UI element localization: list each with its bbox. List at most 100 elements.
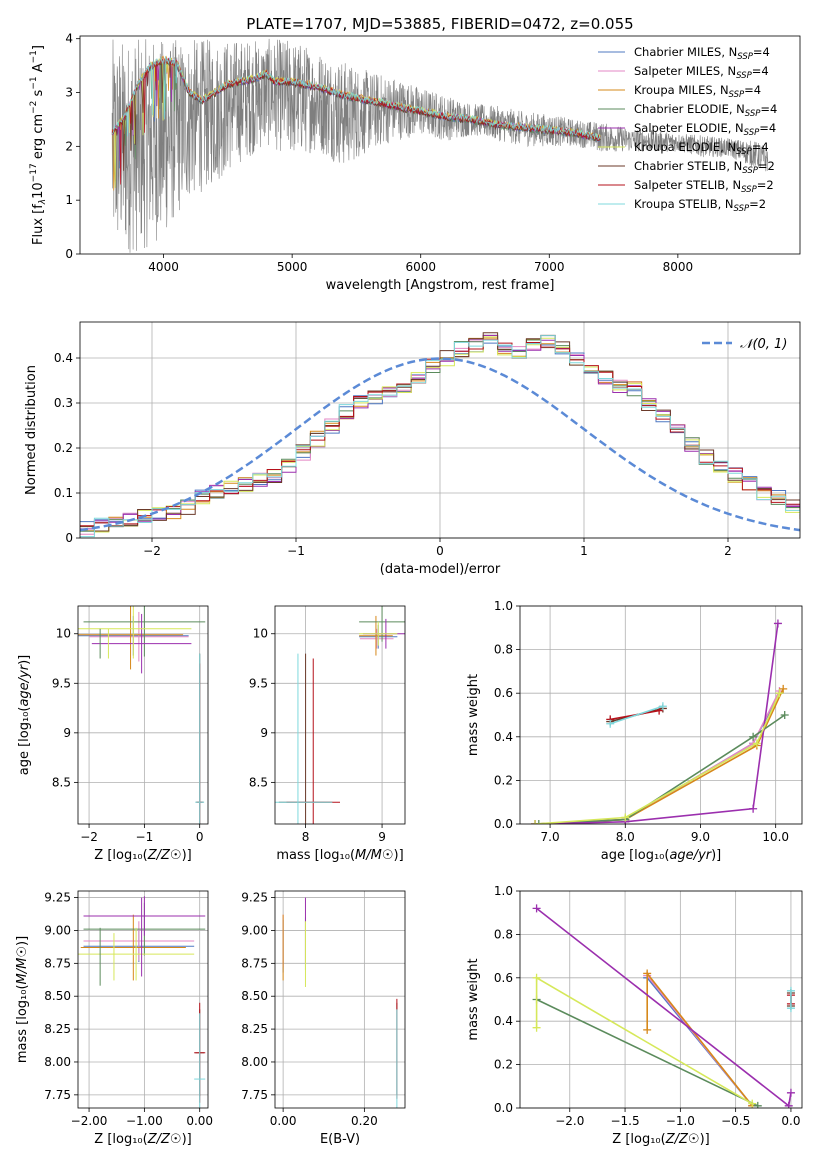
series-marker-kroupa_miles — [779, 684, 788, 693]
series-marker-salpeter_elodie — [749, 804, 758, 813]
legend-label: Chabrier STELIB, NSSP=2 — [634, 159, 775, 176]
plot-area — [275, 606, 405, 824]
y-axis-label: mass [log₁₀(M/M☉)] — [15, 936, 30, 1063]
plot-area — [282, 897, 398, 1108]
grid — [520, 605, 802, 825]
label-part: )] — [394, 848, 404, 863]
legend-subscript: SSP — [734, 204, 750, 214]
y-tick-label: 0 — [65, 247, 73, 261]
series-marker-salpeter_elodie — [784, 1101, 793, 1108]
x-axis-label: (data-model)/error — [380, 562, 501, 577]
y-tick-label: 0.0 — [494, 817, 513, 831]
y-tick-label: 9.5 — [249, 676, 268, 690]
axes-frame — [77, 890, 209, 1109]
axes-mass_vs_Z: −2.00 −1.00 0.00 7.75 8.00 8.25 8.50 8.75 9.00 9.… — [15, 891, 213, 1147]
x-axis-label: Z [log₁₀(Z/Z☉)] — [94, 1132, 191, 1147]
axes-spectrum: 4000 5000 6000 7000 8000 0 1 2 3 4 Chabrier MILES,… — [29, 32, 801, 293]
series-line-chabrier_elodie — [538, 714, 786, 824]
legend-text: =4 — [744, 83, 761, 97]
series-marker-salpeter_elodie — [786, 1088, 795, 1097]
label-part: −1 — [29, 76, 39, 89]
legend-label: Chabrier MILES, NSSP=4 — [634, 45, 770, 62]
axes-mass_vs_ebv: 0.00 0.20 7.75 8.00 8.25 8.50 8.75 9.00 9.25 E(B-… — [241, 890, 406, 1147]
axes-weight_vs_age: 7.0 8.0 9.0 10.0 0.0 0.2 0.4 0.6 0.8 1.0 age [log₁… — [466, 599, 803, 863]
legend-label: 𝒩(0, 1) — [740, 337, 787, 352]
x-tick-label: −0.5 — [721, 1114, 750, 1128]
label-part: mass [log₁₀( — [15, 984, 30, 1063]
plot-area — [78, 606, 206, 824]
label-part: Z/Z☉ — [147, 848, 182, 863]
series-line-kroupa_elodie — [534, 692, 781, 824]
label-part: Z [log₁₀( — [94, 1132, 147, 1147]
x-tick-label: −2 — [143, 544, 161, 558]
legend-text: =2 — [758, 159, 775, 173]
y-tick-label: 8.50 — [241, 989, 268, 1003]
label-part: M/M☉ — [355, 848, 393, 863]
y-tick-label: 0.2 — [494, 773, 513, 787]
y-tick-label: 9.00 — [44, 923, 71, 937]
y-tick-label: 9.25 — [241, 891, 268, 905]
series-line-chabrier_miles — [534, 692, 781, 824]
y-axis-label: mass weight — [466, 958, 481, 1040]
axes-frame — [274, 890, 406, 1109]
model-line-salpeter_stelib — [111, 57, 601, 185]
legend-text: Salpeter STELIB, N — [634, 178, 741, 192]
legend-text: Salpeter ELODIE, N — [634, 121, 744, 135]
grid — [275, 891, 405, 1108]
series-line-salpeter_elodie — [534, 623, 779, 824]
series-marker-chabrier_elodie — [753, 1101, 762, 1108]
x-tick-label: −2 — [80, 830, 98, 844]
series-marker-chabrier_elodie — [780, 711, 789, 719]
label-part: Z/Z☉ — [147, 1132, 182, 1147]
y-tick-label: 8.25 — [241, 1022, 268, 1036]
series-marker-kroupa_elodie — [532, 973, 541, 982]
label-part: erg cm — [31, 114, 46, 163]
y-tick-label: 0.6 — [494, 971, 513, 985]
y-tick-label: 0.8 — [494, 927, 513, 941]
y-axis-label: age [log₁₀(age/yr)] — [17, 655, 32, 776]
x-axis-label: Z [log₁₀(Z/Z☉)] — [94, 848, 191, 863]
y-tick-label: 8.00 — [44, 1055, 71, 1069]
y-tick-label: 8.75 — [44, 956, 71, 970]
x-tick-label: 1 — [580, 544, 588, 558]
y-tick-label: 0.0 — [494, 1101, 513, 1115]
series-marker-chabrier_elodie — [534, 820, 543, 824]
series-marker-kroupa_miles — [643, 969, 652, 978]
legend-label: Salpeter STELIB, NSSP=2 — [634, 178, 774, 195]
histogram-chabrier_elodie — [80, 334, 800, 532]
series-marker-kroupa_elodie — [532, 1023, 541, 1032]
grid — [78, 606, 208, 824]
series-marker-kroupa_elodie — [621, 813, 630, 822]
y-tick-label: 10 — [253, 627, 268, 641]
legend-text: =2 — [749, 197, 766, 211]
y-tick-label: 1 — [65, 193, 73, 207]
histogram-kroupa_miles — [80, 337, 800, 532]
grid — [520, 890, 802, 1109]
series-line-kroupa_stelib — [609, 705, 664, 725]
series-marker-salpeter_elodie — [773, 619, 782, 628]
y-tick-label: 1.0 — [494, 599, 513, 613]
x-tick-label: 7000 — [534, 260, 565, 274]
y-tick-label: 0.4 — [54, 351, 73, 365]
legend-text: =4 — [752, 140, 769, 154]
label-part: Flux [f — [31, 204, 46, 245]
axes-frame — [519, 890, 803, 1109]
y-tick-label: 3 — [65, 86, 73, 100]
label-part: )] — [700, 1132, 710, 1147]
y-tick-label: 8.5 — [52, 775, 71, 789]
legend-label: Chabrier ELODIE, NSSP=4 — [634, 102, 777, 119]
grid — [78, 891, 208, 1108]
series-line-kroupa_elodie — [535, 976, 753, 1105]
plot-area — [532, 904, 795, 1108]
label-part: )] — [711, 848, 721, 863]
label-part: ] — [31, 45, 46, 50]
series-marker-kroupa_stelib — [658, 702, 667, 711]
legend-subscript: SSP — [741, 185, 757, 195]
legend-text: Chabrier STELIB, N — [634, 159, 742, 173]
x-axis-label: Z [log₁₀(Z/Z☉)] — [612, 1132, 709, 1147]
y-tick-label: 2 — [65, 139, 73, 153]
label-part: )] — [17, 655, 32, 665]
label-part: Z [log₁₀( — [94, 848, 147, 863]
x-tick-label: 8.0 — [616, 830, 635, 844]
